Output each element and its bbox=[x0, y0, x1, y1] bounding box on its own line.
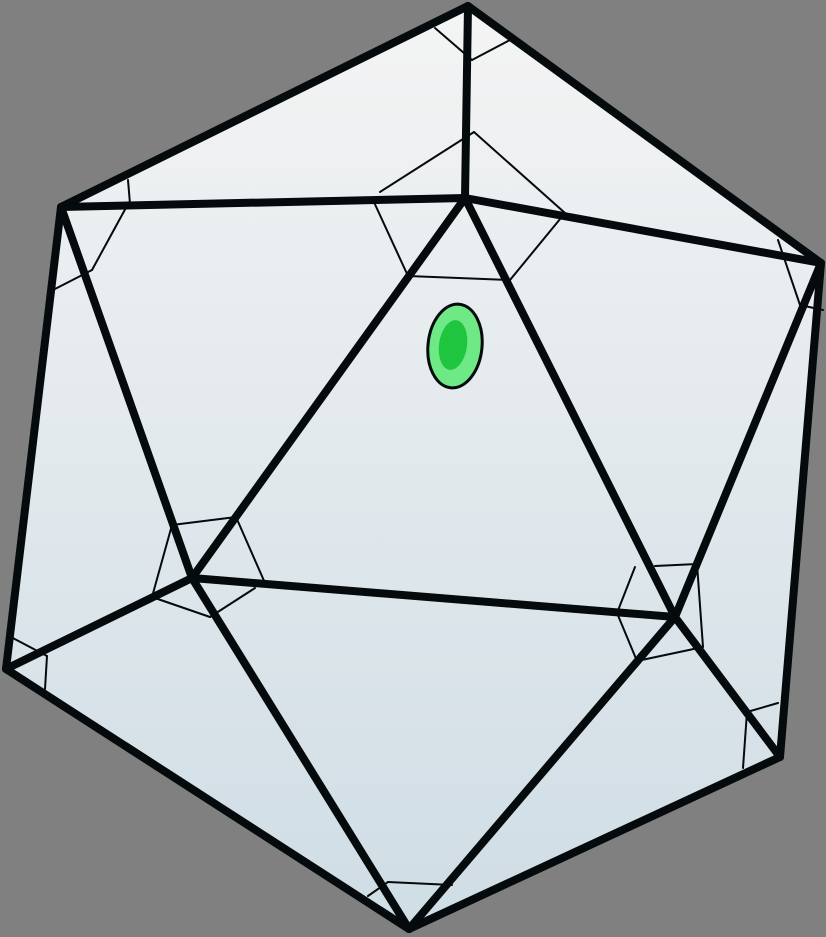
truncation-line bbox=[387, 881, 453, 886]
truncation-line bbox=[636, 646, 704, 662]
edge-gi bbox=[461, 194, 679, 621]
edge-id bbox=[405, 613, 679, 933]
edge-fe bbox=[776, 259, 825, 761]
edge-hd bbox=[188, 574, 413, 933]
truncation-line bbox=[91, 203, 129, 271]
edge-fi bbox=[671, 259, 825, 621]
truncation-line bbox=[696, 563, 704, 648]
truncation-line bbox=[777, 239, 801, 306]
vertex-truncation-lines bbox=[8, 27, 824, 897]
truncation-line bbox=[235, 516, 266, 584]
truncation-line bbox=[742, 711, 748, 769]
truncation-line bbox=[654, 563, 698, 567]
green-oval-marker-icon bbox=[426, 302, 484, 390]
truncation-line bbox=[473, 131, 566, 214]
truncation-line bbox=[372, 199, 409, 277]
truncation-line bbox=[471, 39, 511, 61]
truncation-line bbox=[151, 596, 211, 618]
truncation-line bbox=[127, 179, 131, 205]
icosahedron-silhouette bbox=[6, 6, 821, 929]
edge-af bbox=[464, 2, 825, 267]
truncation-line bbox=[44, 655, 48, 690]
truncation-line bbox=[379, 131, 475, 193]
edge-gf bbox=[461, 194, 825, 267]
truncation-line bbox=[151, 524, 173, 598]
truncation-line bbox=[616, 612, 638, 662]
edge-bg bbox=[57, 194, 469, 211]
edge-cd bbox=[2, 665, 413, 933]
truncation-line bbox=[616, 566, 636, 614]
edge-ie bbox=[671, 613, 784, 761]
edge-de bbox=[405, 753, 784, 933]
edge-bc bbox=[2, 203, 65, 673]
edge-ab bbox=[57, 2, 472, 211]
truncation-line bbox=[746, 702, 779, 713]
marker-inner-core bbox=[438, 320, 468, 370]
edge-ch bbox=[2, 574, 196, 673]
truncation-line bbox=[509, 212, 566, 281]
edge-bh bbox=[57, 203, 196, 582]
edge-hi bbox=[188, 574, 679, 621]
edge-gh bbox=[188, 194, 469, 582]
truncation-line bbox=[407, 275, 511, 281]
truncation-line bbox=[171, 516, 237, 526]
edge-ag bbox=[461, 2, 472, 202]
